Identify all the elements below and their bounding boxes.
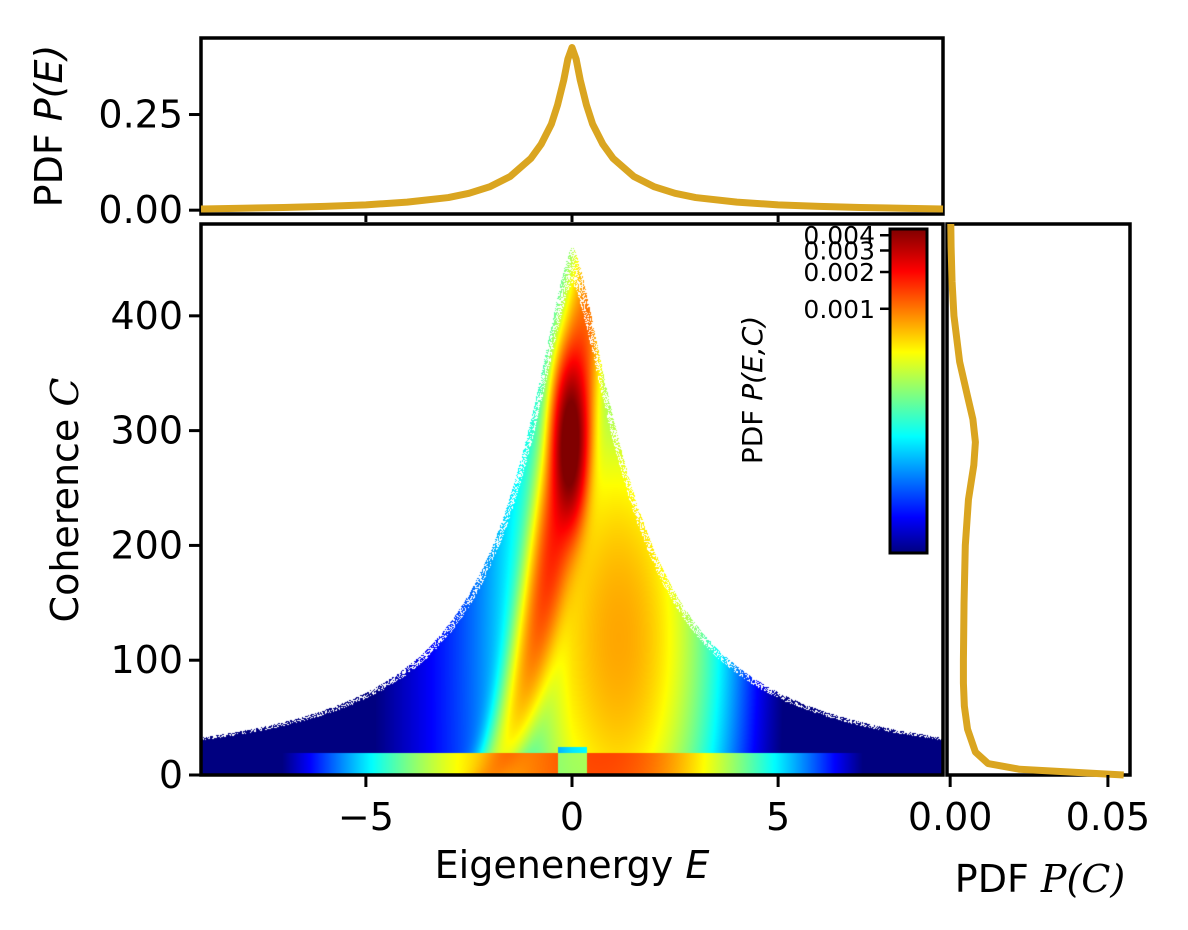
main-y-tick-label: 0 bbox=[159, 753, 183, 797]
top-y-ticks: 0.00 0.25 bbox=[98, 93, 201, 232]
right-x-ticks: 0.00 0.05 bbox=[908, 775, 1150, 839]
top-y-tick-label: 0.25 bbox=[98, 93, 183, 137]
main-x-axis-title: Eigenenergy E bbox=[435, 843, 710, 887]
top-y-axis-title: PDF P(E) bbox=[27, 45, 71, 208]
right-panel-frame bbox=[945, 222, 1132, 777]
main-y-tick-label: 300 bbox=[110, 409, 183, 453]
top-curve-layer bbox=[200, 44, 944, 213]
main-x-tick-label: −5 bbox=[338, 795, 394, 839]
colorbar-gradient bbox=[888, 227, 929, 555]
top-y-tick-label: 0.00 bbox=[98, 188, 183, 232]
main-y-axis-title: Coherence C bbox=[43, 378, 87, 623]
top-x-ticks bbox=[364, 214, 780, 222]
top-panel: 0.00 0.25 PDF P(E) bbox=[27, 36, 945, 232]
main-x-tick-label: 5 bbox=[766, 795, 790, 839]
main-y-tick-label: 200 bbox=[110, 523, 183, 567]
top-panel-frame bbox=[199, 36, 945, 216]
right-x-tick-label: 0.05 bbox=[1066, 795, 1151, 839]
colorbar-tick-label: 0.003 bbox=[803, 237, 875, 266]
right-curve-layer bbox=[947, 223, 1124, 779]
right-x-axis-title: PDF P(C) bbox=[955, 857, 1125, 901]
right-x-tick-label: 0.00 bbox=[908, 795, 993, 839]
colorbar-title: PDF P(E,C) bbox=[736, 316, 769, 464]
main-y-tick-label: 400 bbox=[110, 294, 183, 338]
top-series-line bbox=[200, 44, 944, 213]
main-x-ticks: −5 0 5 bbox=[338, 775, 790, 839]
main-y-ticks: 0 100 200 300 400 bbox=[110, 294, 201, 797]
colorbar-tick-label: 0.002 bbox=[803, 258, 875, 287]
main-y-tick-label: 100 bbox=[110, 638, 183, 682]
main-x-tick-label: 0 bbox=[560, 795, 584, 839]
colorbar-tick-label: 0.004 bbox=[803, 221, 875, 250]
heatmap-density bbox=[201, 224, 943, 775]
right-series-line bbox=[947, 223, 1124, 779]
colorbar-tick-label: 0.001 bbox=[803, 295, 875, 324]
right-panel: 0.00 0.05 PDF P(C) bbox=[908, 222, 1150, 901]
